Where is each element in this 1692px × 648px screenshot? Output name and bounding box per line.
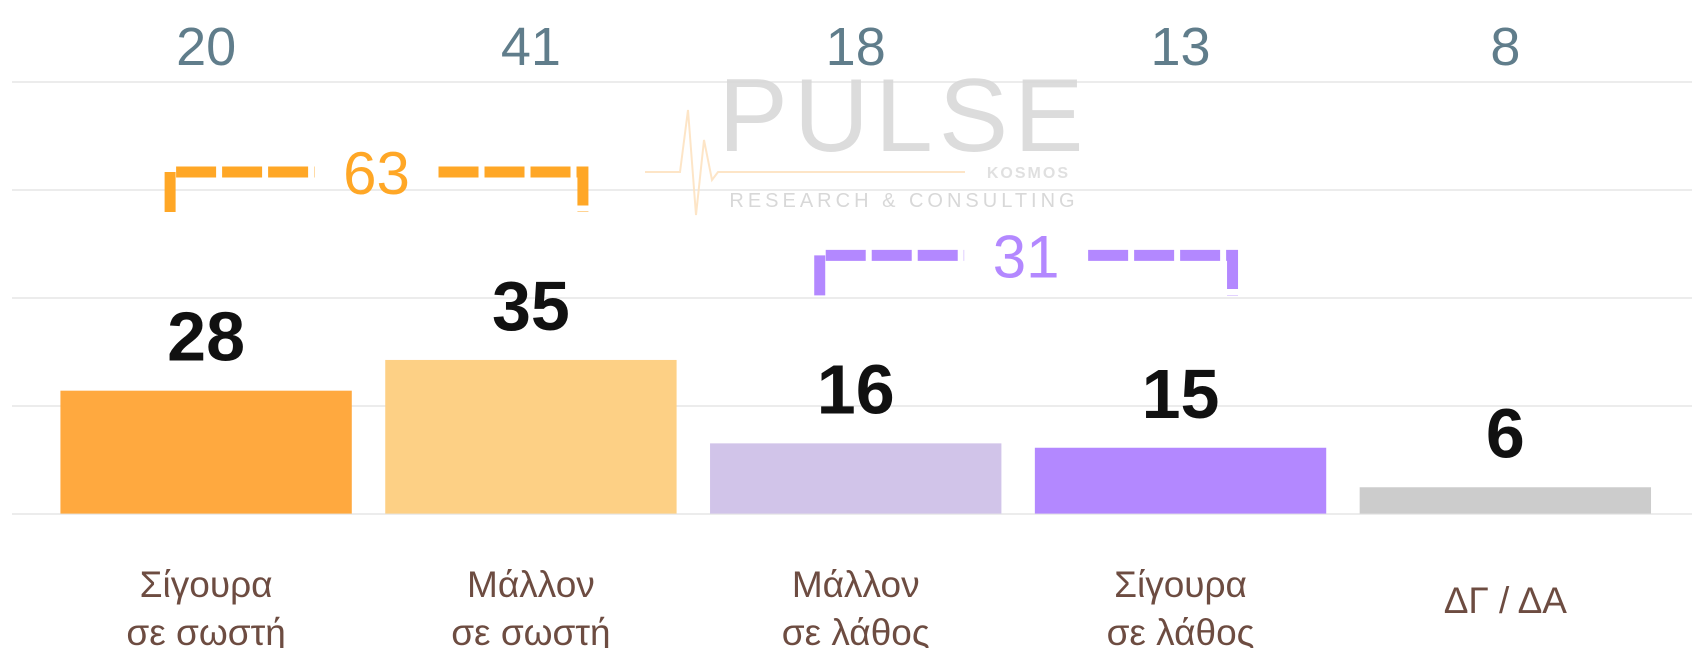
x-tick-label: σε σωστή <box>126 612 285 648</box>
bar <box>1359 487 1652 514</box>
value-label: 6 <box>1486 394 1525 472</box>
bracket <box>164 166 315 212</box>
top-value: 13 <box>1150 17 1210 77</box>
top-value: 18 <box>826 17 886 77</box>
bracket <box>438 166 589 212</box>
x-tick-label: σε σωστή <box>451 612 610 648</box>
bar <box>60 390 352 514</box>
value-label: 35 <box>492 267 570 345</box>
value-label: 16 <box>817 350 895 428</box>
pulse-line <box>645 109 965 216</box>
value-label: 28 <box>167 298 245 376</box>
watermark: PULSE KOSMOS RESEARCH & CONSULTING <box>645 58 1089 216</box>
watermark-brand: PULSE <box>718 58 1089 174</box>
group-label: 31 <box>993 223 1060 290</box>
x-tick-label: Μάλλον <box>792 564 920 605</box>
x-tick-label: Σίγουρα <box>140 564 273 605</box>
top-value: 20 <box>176 17 236 77</box>
x-tick-label: Μάλλον <box>467 564 595 605</box>
watermark-tagline: RESEARCH & CONSULTING <box>729 190 1078 212</box>
bar <box>1034 447 1327 514</box>
bar <box>385 359 677 514</box>
x-tick-label: ΔΓ / ΔΑ <box>1444 580 1568 621</box>
top-value: 41 <box>501 17 561 77</box>
bracket <box>814 249 965 296</box>
value-label: 15 <box>1142 355 1220 433</box>
x-tick-label: Σίγουρα <box>1114 564 1247 605</box>
top-value: 8 <box>1490 17 1520 77</box>
bracket <box>1088 249 1239 296</box>
bar <box>710 443 1002 514</box>
watermark-sub: KOSMOS <box>987 165 1070 182</box>
group-label: 63 <box>343 140 410 207</box>
x-tick-label: σε λάθος <box>782 612 930 648</box>
x-tick-label: σε λάθος <box>1107 612 1255 648</box>
